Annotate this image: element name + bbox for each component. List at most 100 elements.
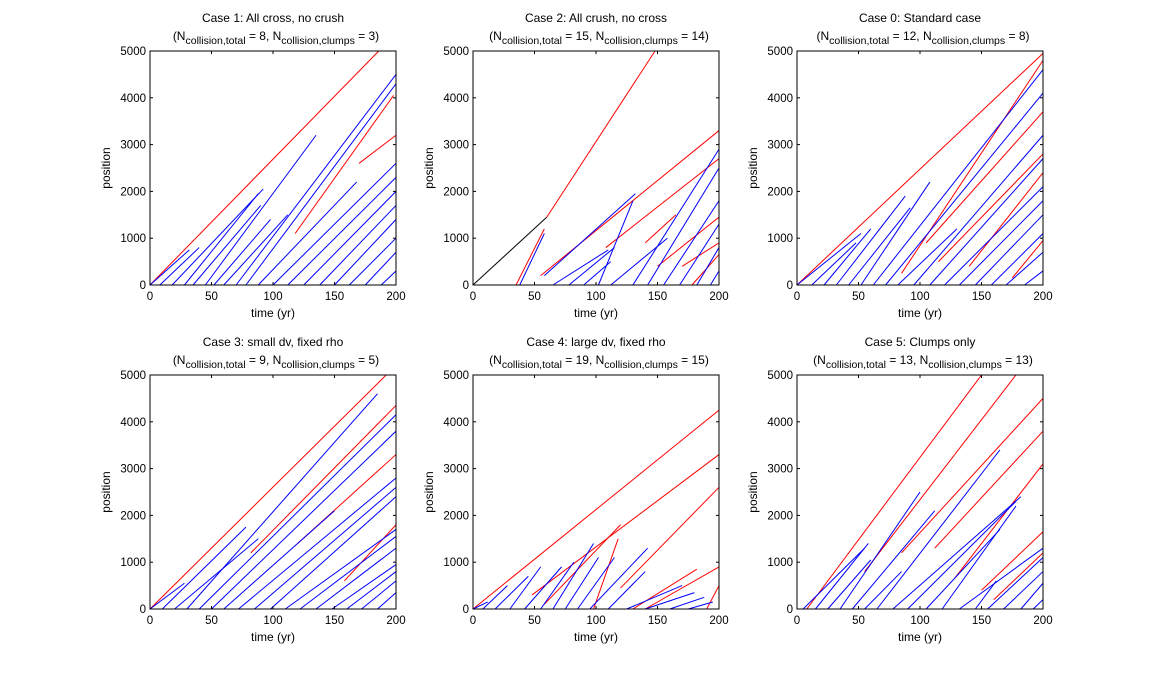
subtitle-subscript: collision,total (185, 35, 245, 47)
series-blue-line-4 (198, 414, 397, 610)
series-black-line-0 (472, 216, 548, 286)
y-tick-label: 0 (463, 280, 469, 292)
chart-title: Case 0: Standard case (859, 11, 981, 25)
series-blue-line-9 (913, 134, 1044, 286)
x-tick-label: 50 (205, 615, 218, 627)
subtitle-text: = 8) (1005, 29, 1029, 43)
x-tick-label: 0 (470, 291, 476, 303)
x-axis-label: time (yr) (251, 306, 295, 320)
series-blue-line-16 (1024, 270, 1044, 286)
y-tick-label: 2000 (767, 510, 793, 522)
series-blue-line-16 (1032, 599, 1044, 610)
y-tick-label: 4000 (443, 417, 469, 429)
y-tick-label: 1000 (120, 233, 146, 245)
series-blue-line-5 (597, 200, 634, 286)
subtitle-subscript: collision,total (829, 35, 889, 47)
y-tick-label: 1000 (120, 557, 146, 569)
y-tick-label: 5000 (120, 46, 146, 58)
series-blue-line-12 (287, 177, 397, 286)
series-red-line-0 (515, 228, 545, 286)
series-blue-line-7 (564, 557, 599, 610)
subtitle-text: = 12, N (889, 29, 931, 43)
series-blue-line-15 (361, 580, 397, 610)
x-tick-label: 150 (972, 615, 991, 627)
x-tick-label: 50 (528, 291, 541, 303)
y-tick-label: 0 (787, 280, 793, 292)
plot-area (150, 375, 396, 609)
y-tick-label: 1000 (443, 557, 469, 569)
series-blue-line-5 (211, 430, 397, 610)
series-red-line-6 (681, 242, 720, 267)
series-red-line-5 (1011, 240, 1044, 279)
subtitle-text: (N (813, 353, 826, 367)
subtitle-subscript: collision,total (502, 35, 562, 47)
series-blue-line-16 (348, 237, 397, 286)
y-tick-label: 3000 (443, 140, 469, 152)
series-blue-line-6 (213, 219, 271, 286)
y-tick-label: 4000 (443, 93, 469, 105)
series-blue-line-8 (254, 486, 397, 610)
series-blue-line-3 (835, 195, 906, 286)
series-blue-line-0 (149, 582, 185, 610)
series-blue-line-10 (285, 529, 397, 610)
subtitle-text: = 13) (1002, 353, 1033, 367)
y-axis-label: position (422, 147, 436, 188)
series-red-line-3 (934, 430, 1044, 549)
series-blue-line-11 (944, 186, 1044, 286)
plot-area (473, 51, 719, 285)
series-blue-line-4 (192, 205, 262, 286)
series-blue-line-9 (925, 529, 1001, 610)
series-blue-line-1 (161, 526, 247, 610)
subtitle-subscript: collision,clumps (604, 35, 678, 47)
chart-title: Case 3: small dv, fixed rho (203, 335, 344, 349)
series-blue-line-13 (303, 191, 397, 286)
series-blue-line-15 (1005, 251, 1044, 286)
y-axis-label: position (99, 147, 113, 188)
series-blue-line-3 (186, 393, 378, 610)
x-tick-label: 0 (147, 291, 153, 303)
y-tick-label: 2000 (443, 510, 469, 522)
y-tick-label: 3000 (767, 140, 793, 152)
y-tick-label: 5000 (767, 370, 793, 382)
series-blue-line-1 (159, 247, 200, 286)
subtitle-subscript: collision,clumps (281, 35, 355, 47)
series-blue-line-18 (380, 270, 397, 286)
y-tick-label: 1000 (767, 233, 793, 245)
series-blue-line-1 (815, 543, 869, 610)
series-blue-line-0 (802, 547, 866, 610)
series-blue (149, 74, 397, 286)
series-blue-line-0 (149, 249, 190, 286)
y-tick-label: 2000 (120, 510, 146, 522)
x-tick-label: 0 (794, 615, 800, 627)
series-blue-line-3 (839, 491, 921, 610)
series-blue-line-2 (494, 575, 529, 610)
series-blue-line-7 (632, 149, 720, 286)
series-red-line-5 (981, 531, 1044, 591)
series-red-line-4 (644, 214, 677, 244)
y-tick-label: 0 (463, 604, 469, 616)
chart-subtitle: (Ncollision,total = 8, Ncollision,clumps… (173, 29, 379, 47)
series-blue-line-5 (860, 181, 931, 286)
x-tick-label: 50 (528, 615, 541, 627)
x-tick-label: 150 (648, 615, 667, 627)
series-red-line-6 (993, 552, 1044, 601)
x-tick-label: 200 (386, 291, 405, 303)
series-blue-line-6 (223, 510, 335, 610)
series-blue-line-11 (696, 247, 720, 286)
series-blue-line-13 (987, 557, 1044, 610)
series-blue-line-1 (482, 585, 508, 610)
subtitle-subscript: collision,clumps (604, 359, 678, 371)
x-tick-label: 100 (910, 291, 929, 303)
series-black (472, 216, 548, 286)
series-blue-line-9 (245, 83, 397, 286)
series-red-line-2 (901, 398, 1044, 554)
series-blue-line-4 (524, 566, 562, 610)
subtitle-text: = 3) (355, 29, 379, 43)
series-blue-line-14 (1003, 571, 1044, 610)
series-blue-line-14 (319, 205, 397, 286)
series-blue-line-16 (377, 592, 397, 610)
